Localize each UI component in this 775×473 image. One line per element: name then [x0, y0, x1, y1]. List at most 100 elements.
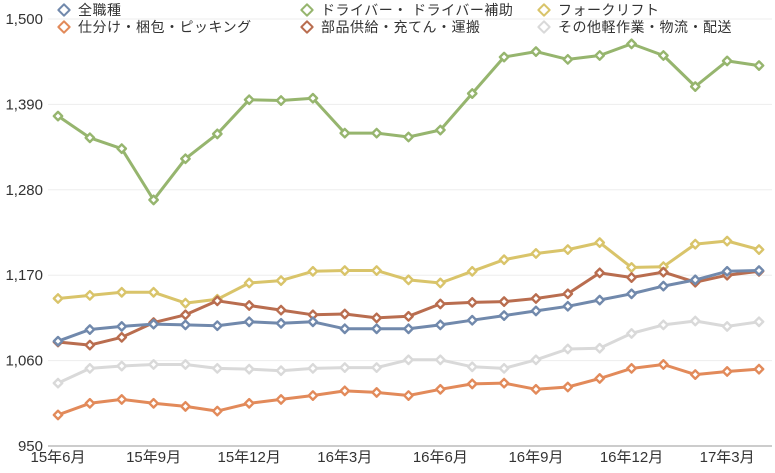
y-axis-tick-label: 1,280 [5, 182, 43, 199]
series-marker-2 [371, 127, 383, 139]
x-axis-tick-label: 17年3月 [700, 449, 755, 466]
series-marker-3 [243, 300, 255, 311]
series-marker-4 [530, 248, 542, 259]
series-marker-4 [562, 244, 574, 255]
series-marker-5 [689, 315, 701, 327]
series-marker-2 [721, 55, 733, 67]
series-marker-2 [52, 110, 64, 122]
series-marker-4 [180, 297, 191, 309]
series-marker-5 [626, 328, 637, 339]
legend-item-other-light-work: その他軽作業・物流・配送 [536, 19, 732, 35]
series-marker-3 [339, 308, 351, 320]
series-marker-3 [530, 293, 542, 304]
series-line-1 [56, 363, 761, 417]
series-marker-2 [243, 94, 255, 106]
series-marker-2 [148, 194, 159, 206]
series-marker-1 [689, 369, 701, 380]
x-axis-tick-label: 15年9月 [126, 449, 181, 466]
series-marker-5 [658, 319, 669, 331]
series-marker-4 [721, 235, 733, 247]
series-marker-1 [371, 387, 383, 398]
series-marker-2 [594, 50, 606, 61]
series-marker-4 [84, 289, 96, 301]
series-marker-4 [339, 265, 351, 276]
series-marker-1 [52, 409, 64, 421]
series-marker-4 [307, 265, 319, 277]
series-marker-1 [721, 366, 733, 377]
series-marker-0 [562, 300, 574, 312]
series-marker-4 [243, 277, 255, 289]
series-marker-4 [116, 286, 128, 298]
series-marker-1 [626, 362, 637, 374]
series-marker-2 [658, 50, 669, 61]
series-marker-0 [84, 324, 96, 335]
series-marker-5 [211, 362, 223, 374]
series-marker-4 [371, 265, 383, 276]
series-marker-3 [84, 339, 96, 351]
series-marker-4 [403, 274, 414, 286]
x-axis-tick-label: 16年12月 [600, 449, 663, 466]
series-marker-0 [148, 318, 159, 330]
series-marker-0 [530, 305, 542, 317]
diamond-marker-icon [536, 2, 552, 18]
y-axis-tick-label: 950 [18, 438, 43, 455]
diamond-marker-icon [536, 19, 552, 35]
series-marker-1 [180, 401, 191, 412]
series-marker-3 [498, 296, 510, 307]
series-marker-2 [498, 51, 510, 63]
series-marker-5 [562, 343, 574, 355]
chart-legend: 全職種 仕分け・梱包・ピッキング ドライバー・ ドライバー補助 部品供給・充てん… [0, 2, 775, 40]
series-marker-0 [689, 274, 701, 286]
series-marker-1 [403, 390, 414, 401]
series-marker-5 [594, 342, 606, 354]
series-marker-1 [339, 385, 351, 397]
series-marker-2 [339, 127, 351, 139]
series-marker-1 [530, 383, 542, 395]
legend-column-3: フォークリフト その他軽作業・物流・配送 [536, 2, 732, 35]
series-marker-2 [530, 46, 542, 58]
series-marker-3 [434, 298, 446, 310]
series-marker-0 [721, 265, 733, 277]
y-axis-tick-label: 1,390 [5, 96, 43, 113]
series-marker-4 [498, 254, 510, 266]
series-marker-1 [498, 377, 510, 389]
series-marker-1 [243, 397, 255, 409]
series-marker-2 [180, 153, 191, 165]
x-axis-tick-label: 16年6月 [413, 449, 468, 466]
legend-column-2: ドライバー・ ドライバー補助 部品供給・充てん・運搬 [299, 2, 513, 35]
diamond-marker-icon [56, 2, 72, 18]
legend-item-driver: ドライバー・ ドライバー補助 [299, 2, 513, 18]
series-marker-4 [689, 238, 701, 250]
series-marker-0 [307, 316, 319, 328]
series-marker-3 [562, 288, 574, 300]
series-marker-5 [498, 362, 510, 374]
series-marker-5 [721, 321, 733, 332]
series-marker-4 [626, 262, 637, 273]
series-marker-4 [594, 237, 606, 248]
series-marker-5 [275, 365, 287, 377]
series-marker-1 [658, 359, 669, 370]
legend-label: 全職種 [78, 2, 122, 18]
series-marker-1 [148, 397, 159, 409]
series-marker-1 [434, 383, 446, 395]
series-marker-0 [466, 314, 478, 326]
series-marker-0 [753, 265, 765, 276]
legend-item-forklift: フォークリフト [536, 2, 732, 18]
series-marker-5 [116, 360, 128, 372]
series-marker-4 [148, 286, 159, 298]
series-marker-2 [753, 60, 765, 71]
diamond-marker-icon [299, 2, 315, 18]
legend-label: 仕分け・梱包・ピッキング [78, 19, 252, 35]
series-line-2 [56, 42, 761, 202]
series-marker-3 [371, 312, 383, 324]
y-axis-tick-label: 1,170 [5, 267, 43, 284]
legend-item-parts-supply: 部品供給・充てん・運搬 [299, 19, 513, 35]
series-marker-0 [498, 310, 510, 321]
series-marker-5 [434, 354, 446, 366]
series-marker-5 [52, 377, 64, 389]
series-marker-2 [466, 88, 478, 99]
series-marker-5 [466, 361, 478, 373]
series-marker-5 [148, 359, 159, 370]
series-marker-0 [52, 335, 64, 347]
